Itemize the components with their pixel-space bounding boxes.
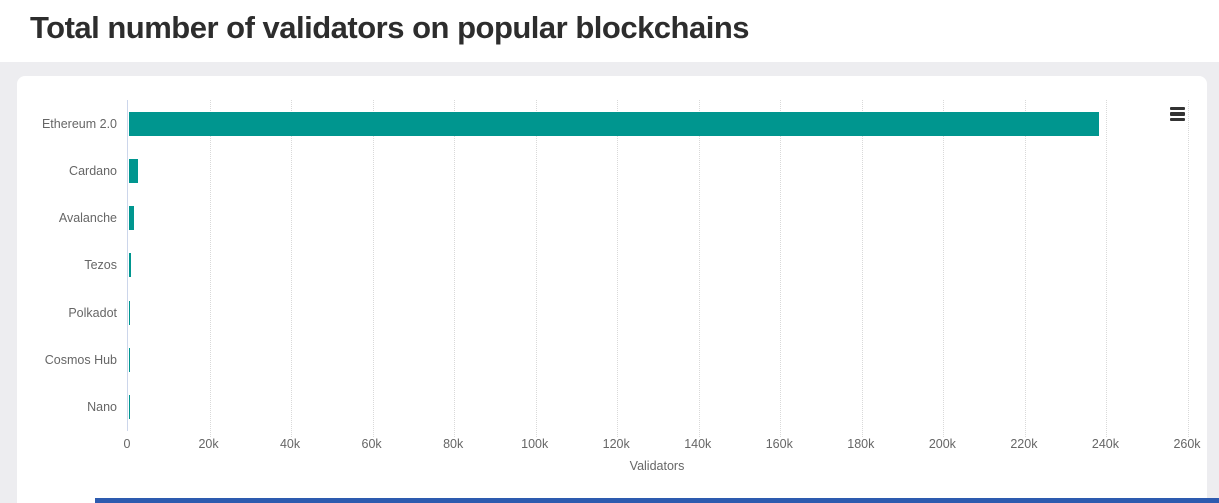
category-label: Ethereum 2.0 <box>41 116 117 131</box>
chart-row: Cardano <box>69 147 1190 194</box>
gridline <box>535 100 537 437</box>
chart-row: Tezos <box>84 242 1190 289</box>
x-tick-label: 60k <box>361 437 382 451</box>
x-tick-label: 260k <box>1173 437 1201 451</box>
chart-row: Ethereum 2.0 <box>42 100 1190 147</box>
gridline <box>209 100 211 437</box>
category-label: Polkadot <box>68 305 117 320</box>
hamburger-menu-icon <box>1169 112 1185 116</box>
x-tick-label: 20k <box>198 437 219 451</box>
x-tick-label: 240k <box>1091 437 1119 451</box>
category-label: Tezos <box>84 258 117 273</box>
chart-row: Cosmos Hub <box>45 336 1190 383</box>
bar-ethereum-2-0[interactable] <box>129 111 1100 136</box>
chart-context-menu-button[interactable] <box>1164 101 1190 127</box>
gridline <box>780 100 782 437</box>
bar-tezos[interactable] <box>129 253 131 278</box>
gridline <box>698 100 700 437</box>
x-tick-label: 40k <box>279 437 301 451</box>
category-label: Cosmos Hub <box>44 353 117 368</box>
gridline <box>617 100 619 437</box>
gridline <box>943 100 945 437</box>
chart-row: Nano <box>87 384 1190 431</box>
gridline <box>1188 100 1189 437</box>
gridline <box>454 100 456 437</box>
gridline <box>291 100 293 437</box>
bar-polkadot[interactable] <box>129 300 130 325</box>
category-label: Cardano <box>69 163 117 178</box>
x-tick-label: 0 <box>123 437 131 451</box>
x-tick-label: 80k <box>443 437 464 451</box>
bar-cosmos-hub[interactable] <box>129 348 130 373</box>
title-band: Total number of validators on popular bl… <box>0 0 1219 62</box>
gridline <box>1106 100 1108 437</box>
x-tick-label: 160k <box>765 437 793 451</box>
plot-area: Ethereum 2.0 Cardano Avalanche Tezos Polkado… <box>42 100 1190 437</box>
chart-card: Ethereum 2.0 Cardano Avalanche Tezos Polkado… <box>17 76 1207 503</box>
hamburger-menu-icon <box>1169 117 1185 122</box>
x-tick-label: 100k <box>521 437 549 451</box>
x-tick-label: 180k <box>847 437 875 451</box>
bar-cardano[interactable] <box>129 158 138 183</box>
gridline <box>372 100 374 437</box>
chart-row: Polkadot <box>68 289 1190 336</box>
bar-avalanche[interactable] <box>129 206 134 231</box>
x-axis-title: Validators <box>629 459 685 473</box>
category-label: Avalanche <box>58 211 117 226</box>
bottom-blue-strip <box>95 498 1219 503</box>
page-title: Total number of validators on popular bl… <box>30 10 750 45</box>
x-tick-label: 140k <box>684 437 712 451</box>
x-tick-label: 120k <box>602 437 630 451</box>
gridline <box>1024 100 1026 437</box>
gridline <box>861 100 863 437</box>
x-tick-label: 200k <box>928 437 956 451</box>
hamburger-menu-icon <box>1169 106 1185 111</box>
category-label: Nano <box>87 400 117 415</box>
x-tick-label: 220k <box>1010 437 1038 451</box>
chart-row: Avalanche <box>59 195 1190 242</box>
